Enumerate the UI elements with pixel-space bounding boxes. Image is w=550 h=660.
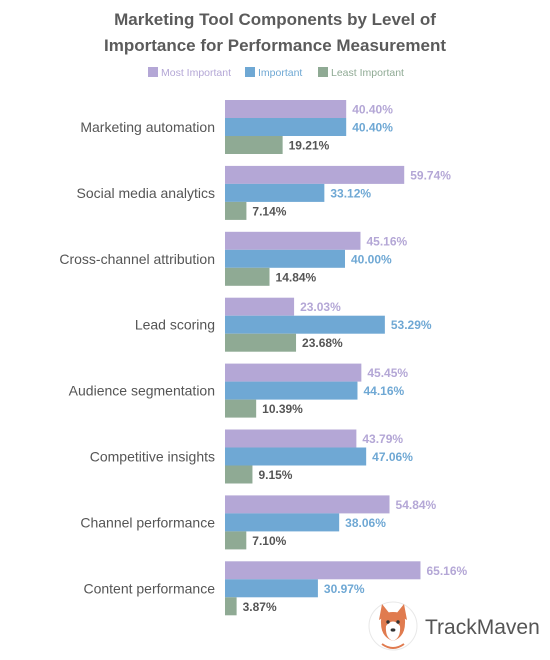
value-label-competitive-insights-most-important: 43.79% [362,432,403,446]
bar-competitive-insights-important [225,447,367,466]
value-label-audience-segmentation-important: 44.16% [363,384,404,398]
bar-channel-performance-most-important [225,495,390,514]
value-label-content-performance-important: 30.97% [324,582,365,596]
bar-cross-channel-attribution-most-important [225,231,361,250]
bar-audience-segmentation-most-important [225,363,362,382]
brand: TrackMaven [368,601,540,651]
bar-marketing-automation-most-important [225,100,347,118]
category-label-content-performance: Content performance [83,580,215,596]
category-label-social-media-analytics: Social media analytics [76,185,215,201]
value-label-cross-channel-attribution-most-important: 45.16% [366,234,407,248]
bar-competitive-insights-least-important [225,465,253,484]
bar-lead-scoring-important [225,315,385,334]
value-label-social-media-analytics-important: 33.12% [330,186,371,200]
category-label-marketing-automation: Marketing automation [80,119,215,135]
corgi-mascot-icon [368,601,418,651]
bar-lead-scoring-least-important [225,333,297,352]
bar-channel-performance-important [225,513,340,532]
legend-label-important: Important [258,67,302,79]
bar-audience-segmentation-important [225,381,358,400]
value-label-cross-channel-attribution-least-important: 14.84% [276,270,317,284]
legend-swatch-important [245,67,255,77]
bars: Marketing automation 40.40% 40.40% 19.21% So… [59,100,468,616]
category-label-cross-channel-attribution: Cross-channel attribution [59,251,215,267]
bar-competitive-insights-most-important [225,429,357,448]
value-label-marketing-automation-most-important: 40.40% [352,103,393,117]
bar-content-performance-least-important [225,597,237,616]
value-label-competitive-insights-important: 47.06% [372,450,413,464]
bar-social-media-analytics-important [225,183,325,202]
value-label-social-media-analytics-least-important: 7.14% [252,204,286,218]
chart-title-line-2: Importance for Performance Measurement [104,36,446,55]
legend-label-most-important: Most Important [161,67,231,79]
value-label-social-media-analytics-most-important: 59.74% [410,168,451,182]
value-label-lead-scoring-important: 53.29% [391,318,432,332]
value-label-competitive-insights-least-important: 9.15% [258,468,292,482]
value-label-channel-performance-least-important: 7.10% [252,534,286,548]
category-label-channel-performance: Channel performance [80,514,215,530]
bar-marketing-automation-least-important [225,136,283,154]
bar-content-performance-most-important [225,561,421,580]
value-label-cross-channel-attribution-important: 40.00% [351,252,392,266]
value-label-channel-performance-most-important: 54.84% [396,498,437,512]
bar-social-media-analytics-most-important [225,165,405,184]
bar-content-performance-important [225,579,318,598]
bar-lead-scoring-most-important [225,297,295,316]
legend-label-least-important: Least Important [331,67,404,79]
legend: Most Important Important Least Important [148,67,404,79]
value-label-audience-segmentation-most-important: 45.45% [367,366,408,380]
bar-cross-channel-attribution-least-important [225,267,270,286]
value-label-marketing-automation-important: 40.40% [352,121,393,135]
value-label-lead-scoring-least-important: 23.68% [302,336,343,350]
bar-social-media-analytics-least-important [225,201,247,220]
value-label-content-performance-least-important: 3.87% [243,600,277,614]
bar-cross-channel-attribution-important [225,249,345,268]
value-label-content-performance-most-important: 65.16% [426,564,467,578]
chart-title-line-1: Marketing Tool Components by Level of [114,10,436,29]
value-label-marketing-automation-least-important: 19.21% [289,139,330,153]
value-label-audience-segmentation-least-important: 10.39% [262,402,303,416]
legend-swatch-least-important [318,67,328,77]
value-label-channel-performance-important: 38.06% [345,516,386,530]
category-label-audience-segmentation: Audience segmentation [69,383,215,399]
bar-channel-performance-least-important [225,531,247,550]
brand-name: TrackMaven [425,616,540,639]
bar-audience-segmentation-least-important [225,399,257,418]
bar-marketing-automation-important [225,118,347,136]
category-label-lead-scoring: Lead scoring [135,317,215,333]
category-label-competitive-insights: Competitive insights [90,449,215,465]
value-label-lead-scoring-most-important: 23.03% [300,300,341,314]
legend-swatch-most-important [148,67,158,77]
